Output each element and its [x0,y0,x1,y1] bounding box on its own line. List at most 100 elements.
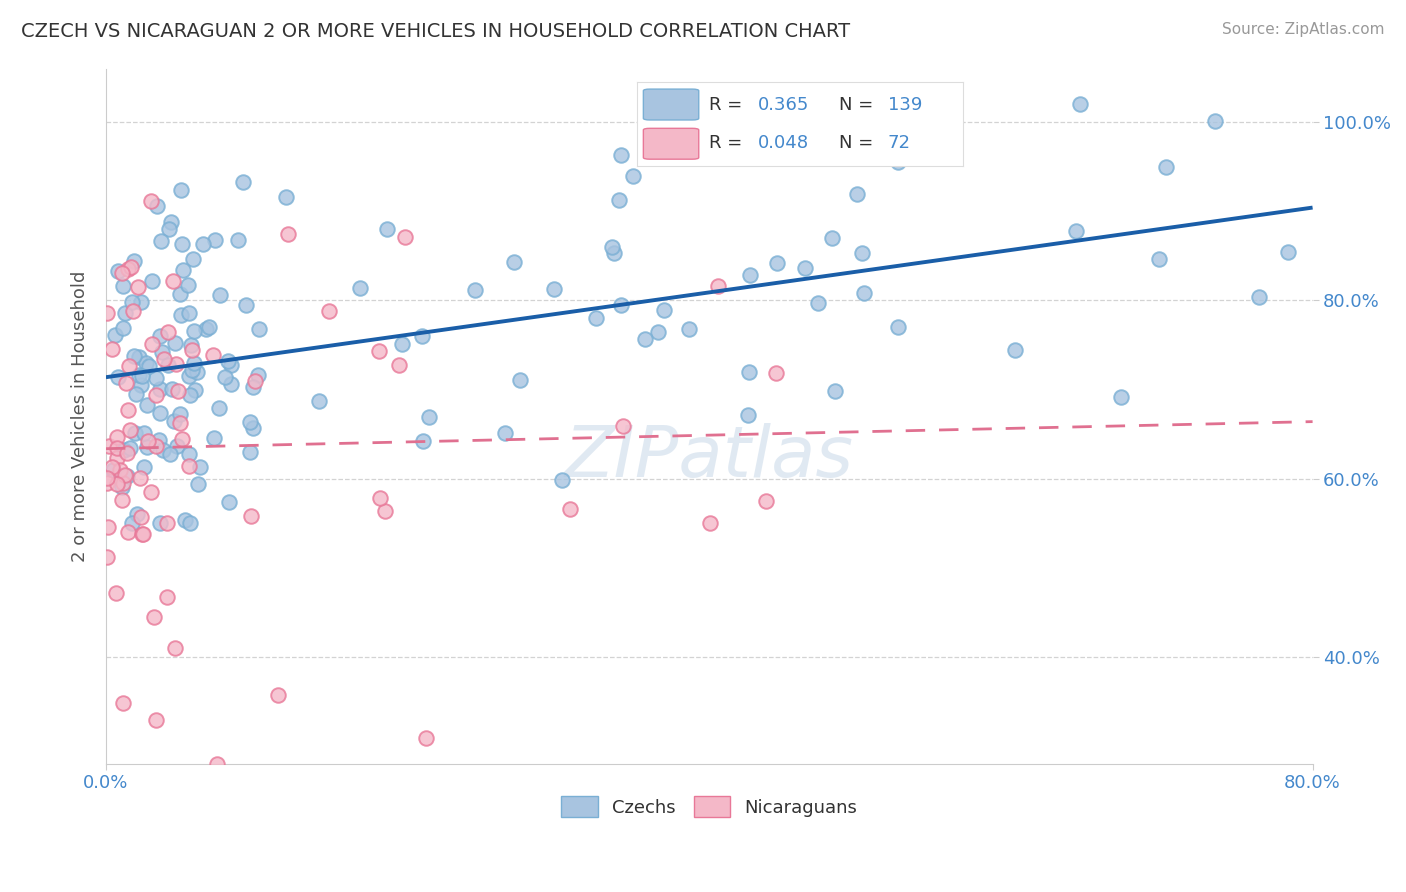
Point [183,356,205,370]
Point [1109,390,1132,404]
Point [349,281,371,295]
Point [737,408,759,422]
Point [509,373,531,387]
Y-axis label: 2 or more Vehicles in Household: 2 or more Vehicles in Household [72,270,89,562]
Point [131,369,153,384]
Point [647,326,669,340]
Point [208,287,231,301]
Point [149,328,172,343]
Point [851,245,873,260]
Point [111,696,134,710]
Point [120,442,142,456]
Point [129,295,152,310]
Point [124,254,146,268]
Point [609,148,631,162]
Point [1204,113,1226,128]
Point [172,237,194,252]
Point [139,194,162,209]
Point [765,366,787,380]
Point [585,310,607,325]
Point [267,688,290,702]
Point [242,379,264,393]
Point [219,358,242,372]
Point [122,304,145,318]
Point [678,322,700,336]
Point [163,414,186,428]
Point [600,240,623,254]
Point [172,263,194,277]
Point [117,261,139,276]
Point [243,375,266,389]
Point [111,321,134,335]
Point [141,485,163,500]
Point [699,516,721,531]
Point [181,252,204,266]
Point [96,476,118,491]
Point [96,550,118,565]
Point [111,479,134,493]
Point [104,327,127,342]
Point [807,296,830,310]
Point [821,231,844,245]
Point [105,586,128,600]
Point [156,326,179,340]
Legend: Czechs, Nicaraguans: Czechs, Nicaraguans [554,789,865,824]
Point [607,193,630,207]
Point [277,227,299,241]
Point [464,283,486,297]
Point [1147,252,1170,266]
Point [121,295,143,310]
Point [169,287,191,301]
Point [96,306,118,320]
Point [738,365,761,379]
Point [187,477,209,491]
Point [218,495,240,509]
Point [169,416,191,430]
Point [128,368,150,382]
Point [194,322,217,336]
Point [162,274,184,288]
Point [768,97,790,112]
Point [1069,97,1091,112]
Point [186,365,208,379]
Point [242,421,264,435]
Point [494,425,516,440]
Point [603,246,626,260]
Point [128,350,150,364]
Point [145,439,167,453]
Point [145,371,167,385]
Point [96,471,118,485]
Point [368,491,391,505]
Point [117,446,139,460]
Point [845,187,868,202]
Point [112,443,135,458]
Point [887,319,910,334]
Point [177,458,200,473]
Point [202,348,225,362]
Point [634,332,657,346]
Point [117,525,139,540]
Point [179,388,201,402]
Point [204,233,226,247]
Point [138,359,160,373]
Point [107,370,129,384]
Point [824,384,846,398]
Point [127,279,149,293]
Point [115,376,138,390]
Point [105,442,128,456]
Point [188,460,211,475]
Point [120,260,142,274]
Point [214,370,236,384]
Point [135,440,157,454]
Point [165,357,187,371]
Point [169,309,191,323]
Point [114,306,136,320]
Point [191,237,214,252]
Point [793,260,815,275]
Point [101,459,124,474]
Point [377,222,399,236]
Point [129,377,152,392]
Point [543,281,565,295]
Point [107,264,129,278]
Point [111,493,134,508]
